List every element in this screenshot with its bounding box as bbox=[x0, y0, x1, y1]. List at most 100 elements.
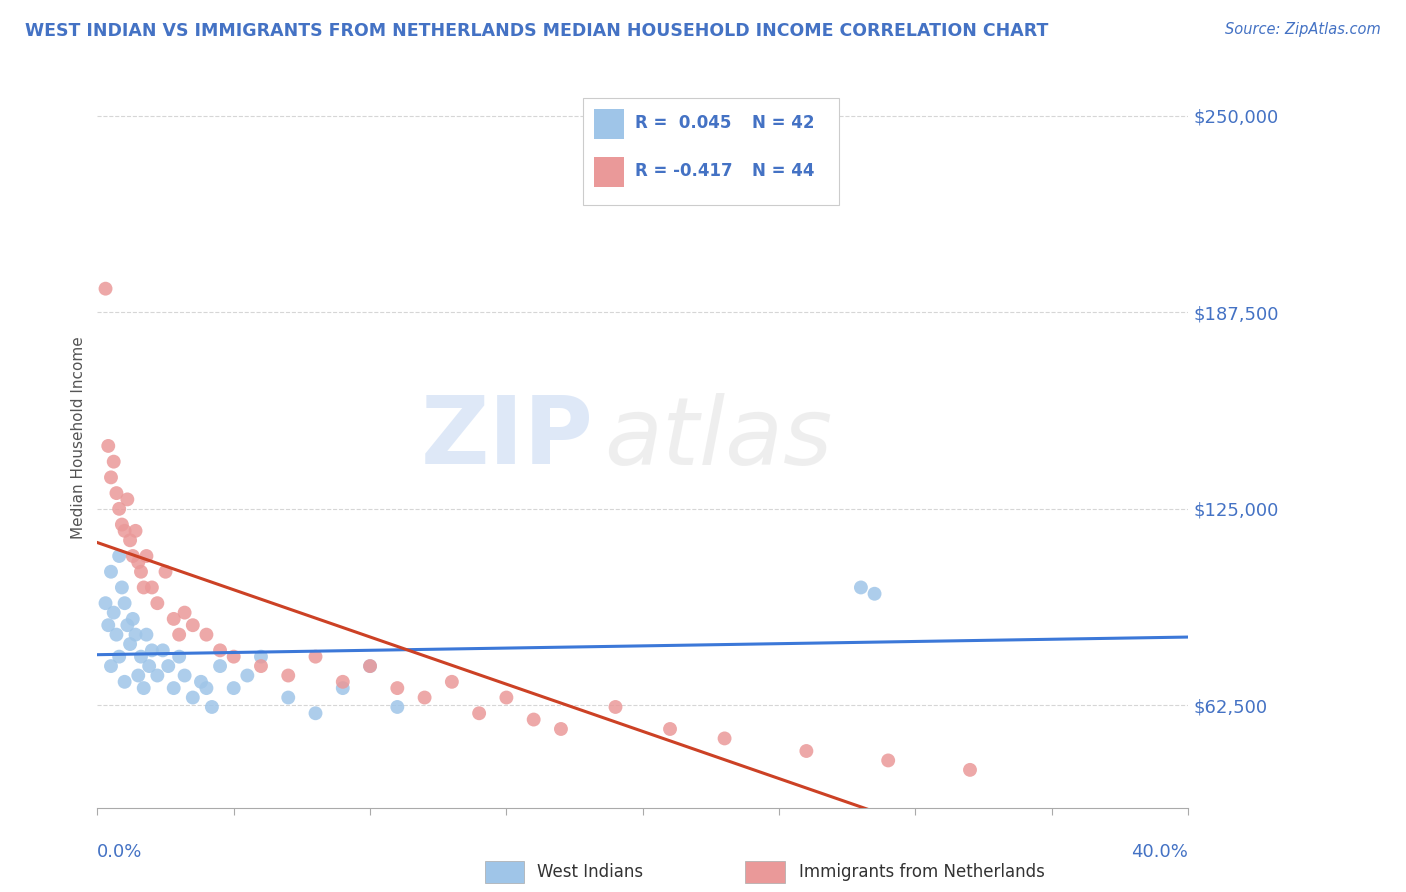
Point bbox=[100, 565, 122, 579]
Point bbox=[129, 565, 152, 579]
Point bbox=[236, 668, 259, 682]
Point bbox=[863, 587, 886, 601]
Point bbox=[135, 549, 157, 563]
Point bbox=[108, 549, 131, 563]
Point bbox=[103, 455, 125, 469]
Point bbox=[550, 722, 572, 736]
Point bbox=[108, 501, 131, 516]
Point bbox=[111, 581, 134, 595]
Point bbox=[304, 649, 326, 664]
Point bbox=[157, 659, 180, 673]
Point bbox=[201, 700, 224, 714]
Point bbox=[250, 659, 273, 673]
Point bbox=[304, 706, 326, 721]
Point bbox=[332, 681, 354, 695]
Point bbox=[117, 492, 139, 507]
Point bbox=[135, 627, 157, 641]
Point bbox=[114, 596, 136, 610]
Point bbox=[190, 674, 212, 689]
Point bbox=[359, 659, 381, 673]
Text: 40.0%: 40.0% bbox=[1132, 843, 1188, 862]
Point bbox=[94, 596, 117, 610]
Point bbox=[127, 668, 149, 682]
Point bbox=[127, 555, 149, 569]
Point bbox=[495, 690, 517, 705]
Point bbox=[114, 674, 136, 689]
Point bbox=[117, 618, 139, 632]
Point bbox=[132, 681, 155, 695]
Text: N = 42: N = 42 bbox=[752, 114, 814, 132]
Point bbox=[103, 606, 125, 620]
Point bbox=[120, 637, 142, 651]
Point bbox=[387, 681, 409, 695]
Text: Immigrants from Netherlands: Immigrants from Netherlands bbox=[799, 863, 1045, 880]
Point bbox=[100, 659, 122, 673]
Point bbox=[468, 706, 491, 721]
Point bbox=[440, 674, 463, 689]
Point bbox=[108, 649, 131, 664]
Text: atlas: atlas bbox=[605, 392, 832, 483]
Point bbox=[94, 282, 117, 296]
Point bbox=[97, 439, 120, 453]
Point bbox=[877, 754, 900, 768]
Point bbox=[129, 649, 152, 664]
Text: ZIP: ZIP bbox=[420, 392, 593, 484]
Text: R = -0.417: R = -0.417 bbox=[636, 162, 733, 180]
Point bbox=[124, 524, 146, 538]
Point bbox=[146, 668, 169, 682]
Point bbox=[121, 549, 143, 563]
Point bbox=[796, 744, 818, 758]
Text: R =  0.045: R = 0.045 bbox=[636, 114, 731, 132]
Point bbox=[277, 668, 299, 682]
Y-axis label: Median Household Income: Median Household Income bbox=[72, 336, 86, 540]
Point bbox=[132, 581, 155, 595]
Point bbox=[121, 612, 143, 626]
Point bbox=[111, 517, 134, 532]
Point bbox=[138, 659, 160, 673]
Point bbox=[167, 649, 190, 664]
Point bbox=[277, 690, 299, 705]
Text: West Indians: West Indians bbox=[537, 863, 643, 880]
Point bbox=[359, 659, 381, 673]
Point bbox=[163, 681, 186, 695]
Point bbox=[195, 681, 218, 695]
Point bbox=[146, 596, 169, 610]
Point bbox=[713, 731, 735, 746]
Point bbox=[114, 524, 136, 538]
Point bbox=[141, 581, 163, 595]
Point bbox=[105, 627, 128, 641]
Point bbox=[181, 690, 204, 705]
Point bbox=[209, 643, 232, 657]
Point bbox=[155, 565, 177, 579]
Point bbox=[97, 618, 120, 632]
Text: N = 44: N = 44 bbox=[752, 162, 814, 180]
Point bbox=[387, 700, 409, 714]
Point bbox=[173, 668, 195, 682]
Text: Source: ZipAtlas.com: Source: ZipAtlas.com bbox=[1225, 22, 1381, 37]
Point bbox=[332, 674, 354, 689]
Point bbox=[209, 659, 232, 673]
Point bbox=[659, 722, 682, 736]
Point bbox=[100, 470, 122, 484]
Point bbox=[413, 690, 436, 705]
Point bbox=[222, 649, 245, 664]
Point bbox=[849, 581, 872, 595]
Point bbox=[163, 612, 186, 626]
FancyBboxPatch shape bbox=[593, 109, 624, 139]
Point bbox=[173, 606, 195, 620]
Point bbox=[195, 627, 218, 641]
Point bbox=[167, 627, 190, 641]
FancyBboxPatch shape bbox=[582, 98, 839, 205]
Point bbox=[152, 643, 174, 657]
Point bbox=[120, 533, 142, 548]
Text: WEST INDIAN VS IMMIGRANTS FROM NETHERLANDS MEDIAN HOUSEHOLD INCOME CORRELATION C: WEST INDIAN VS IMMIGRANTS FROM NETHERLAN… bbox=[25, 22, 1049, 40]
Point bbox=[181, 618, 204, 632]
FancyBboxPatch shape bbox=[593, 157, 624, 186]
Point bbox=[222, 681, 245, 695]
Point bbox=[250, 649, 273, 664]
Text: 0.0%: 0.0% bbox=[97, 843, 143, 862]
Point bbox=[141, 643, 163, 657]
Point bbox=[523, 713, 546, 727]
Point bbox=[605, 700, 627, 714]
Point bbox=[105, 486, 128, 500]
